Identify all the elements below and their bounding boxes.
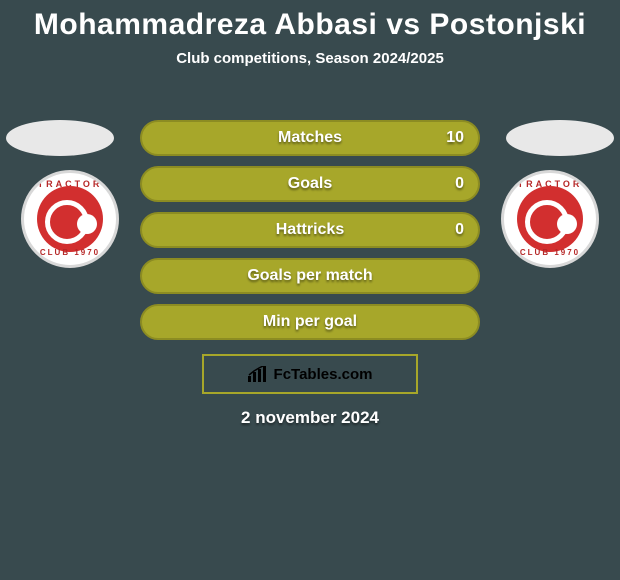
player-photo-right	[506, 120, 614, 156]
player-photo-left	[6, 120, 114, 156]
stat-value: 0	[455, 221, 464, 239]
stat-label: Matches	[278, 129, 342, 147]
club-logo-left: TRACTOR CLUB 1970	[21, 170, 119, 268]
stat-bar: Hattricks 0	[140, 212, 480, 248]
comparison-card: Mohammadreza Abbasi vs Postonjski Club c…	[0, 0, 620, 580]
bar-chart-icon	[248, 366, 268, 382]
club-logo-emblem	[37, 186, 103, 252]
club-logo-text-bottom: CLUB 1970	[504, 248, 596, 257]
brand-text: FcTables.com	[274, 366, 373, 383]
subtitle: Club competitions, Season 2024/2025	[0, 50, 620, 67]
stat-label: Min per goal	[263, 313, 357, 331]
stat-value: 10	[446, 129, 464, 147]
brand-badge: FcTables.com	[202, 354, 418, 394]
club-logo-emblem	[517, 186, 583, 252]
stat-label: Goals per match	[247, 267, 372, 285]
stat-value: 0	[455, 175, 464, 193]
page-title: Mohammadreza Abbasi vs Postonjski	[0, 0, 620, 42]
club-logo-right: TRACTOR CLUB 1970	[501, 170, 599, 268]
stat-bar: Min per goal	[140, 304, 480, 340]
stat-label: Hattricks	[276, 221, 344, 239]
stat-bar: Goals per match	[140, 258, 480, 294]
club-logo-text-bottom: CLUB 1970	[24, 248, 116, 257]
stats-bars: Matches 10 Goals 0 Hattricks 0 Goals per match…	[140, 120, 480, 350]
stat-bar: Matches 10	[140, 120, 480, 156]
date-label: 2 november 2024	[0, 408, 620, 428]
stat-label: Goals	[288, 175, 332, 193]
stat-bar: Goals 0	[140, 166, 480, 202]
